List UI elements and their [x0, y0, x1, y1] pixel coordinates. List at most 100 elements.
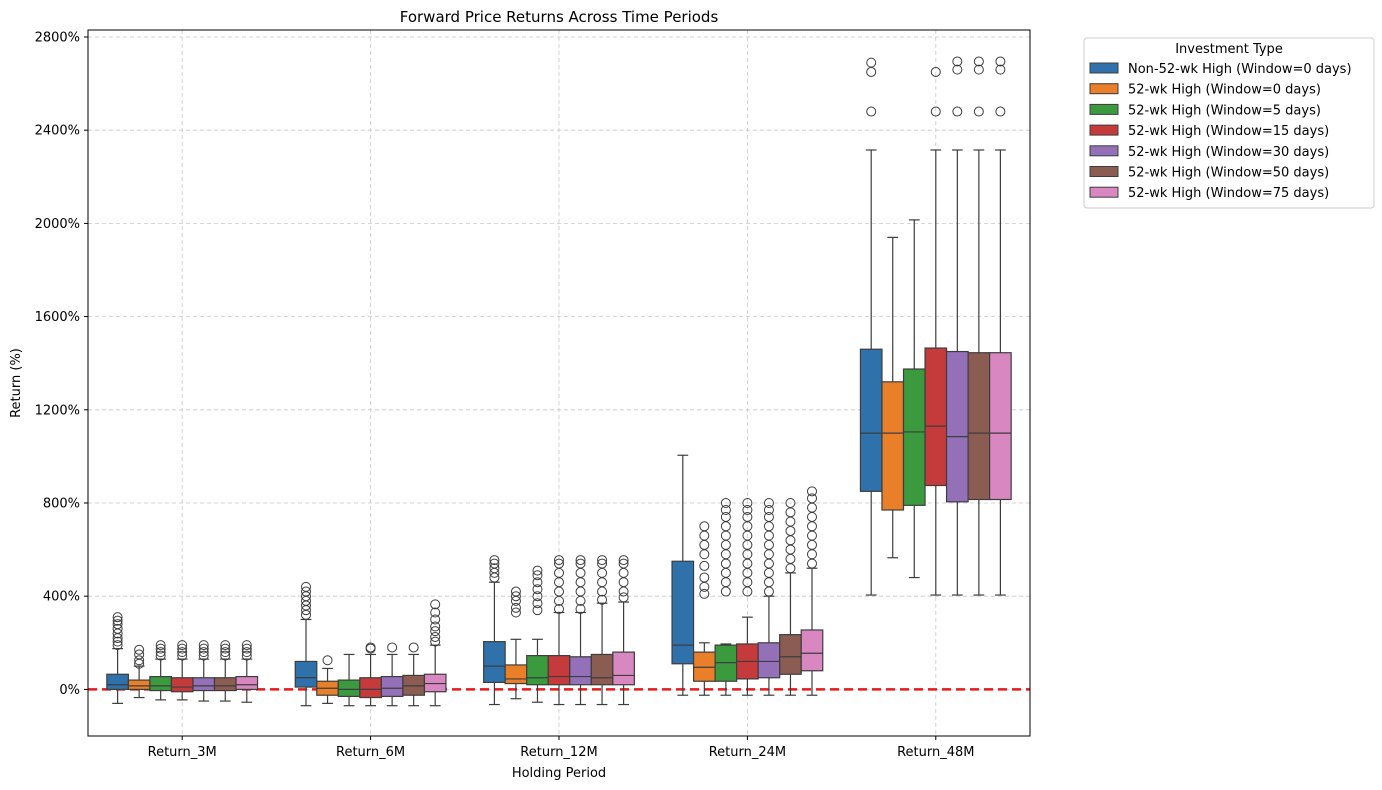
box-body [945, 350, 969, 503]
box-outlier [112, 623, 123, 634]
box-body [504, 664, 528, 685]
box-body [590, 653, 614, 686]
box-outlier [597, 577, 608, 588]
y-tick-label: 2400% [35, 124, 80, 139]
box-body [380, 675, 404, 697]
legend-label: Non-52-wk High (Window=0 days) [1128, 62, 1352, 77]
legend-label: 52-wk High (Window=75 days) [1128, 186, 1329, 201]
box-outlier [618, 577, 629, 588]
box-outlier [241, 650, 252, 661]
legend-swatch [1089, 166, 1119, 177]
legend-label: 52-wk High (Window=15 days) [1128, 124, 1329, 139]
box-outlier [575, 567, 586, 578]
box-outlier [720, 521, 731, 532]
box-group [402, 642, 426, 707]
box-outlier [220, 647, 231, 658]
box-body [149, 675, 173, 692]
legend-items: Non-52-wk High (Window=0 days) 52-wk High… [1089, 62, 1352, 201]
box-outlier [720, 504, 731, 515]
box-outlier [785, 535, 796, 546]
box-body [569, 656, 592, 686]
box-outlier [995, 106, 1006, 117]
box-outlier [198, 640, 209, 651]
box-outlier [155, 650, 166, 661]
box-body [170, 677, 194, 693]
box-group [692, 521, 716, 696]
box-outlier [720, 577, 731, 588]
legend-swatch [1089, 124, 1119, 136]
box-outlier [597, 567, 608, 578]
box-outlier [866, 66, 877, 77]
box-body [967, 352, 991, 501]
box-outlier [866, 106, 877, 117]
box-outlier [241, 640, 252, 651]
legend-frame [1083, 37, 1375, 209]
box-body [881, 381, 905, 511]
box-body [671, 560, 695, 665]
x-axis-ticks: Return_3M Return_6M Return_12M Return_24M Re… [148, 736, 975, 760]
box-body [989, 352, 1012, 501]
box-outlier [220, 643, 231, 654]
box-outlier [430, 621, 441, 632]
box-body [547, 655, 571, 686]
box-outlier [489, 555, 500, 566]
box-group [800, 486, 824, 696]
box-outlier [699, 549, 710, 560]
box-outlier [241, 647, 252, 658]
box-outlier [220, 640, 231, 651]
box-outlier [155, 647, 166, 658]
box-group [569, 555, 592, 706]
box-group [902, 219, 926, 579]
box-group [423, 599, 447, 707]
box-outlier [177, 647, 188, 658]
box-group [213, 640, 237, 702]
box-outlier [785, 563, 796, 574]
box-group [316, 655, 339, 704]
box-group [881, 236, 905, 559]
box-outlier [720, 586, 731, 597]
x-axis-title: Holding Period [512, 766, 606, 781]
box-outlier [510, 586, 521, 597]
box-outlier [785, 507, 796, 518]
x-tick-label: Return_48M [897, 745, 974, 760]
y-tick-label: 2800% [35, 30, 80, 45]
box-outlier [763, 521, 774, 532]
box-outlier [806, 486, 817, 497]
box-outlier [554, 558, 564, 569]
box-outlier [365, 642, 376, 653]
box-group [757, 497, 781, 696]
box-group [504, 586, 528, 700]
box-outlier [763, 539, 774, 550]
box-outlier [742, 511, 753, 522]
box-outlier [699, 560, 710, 571]
box-outlier [532, 591, 543, 602]
box-outlier [618, 555, 629, 566]
box-body [800, 629, 824, 672]
box-outlier [995, 56, 1006, 67]
box-outlier [155, 640, 166, 651]
box-group [967, 56, 991, 596]
box-outlier [742, 497, 753, 508]
box-body [902, 368, 926, 506]
box-body [924, 347, 948, 487]
box-outlier [763, 586, 774, 597]
box-outlier [720, 558, 731, 569]
box-outlier [177, 643, 188, 654]
box-outlier [510, 607, 521, 618]
box-outlier [322, 655, 333, 666]
box-outlier [763, 511, 774, 522]
box-group [149, 640, 173, 701]
box-outlier [699, 588, 710, 599]
box-outlier [575, 604, 586, 615]
box-group [359, 642, 382, 707]
box-outlier [301, 586, 312, 597]
box-outlier [112, 615, 123, 626]
box-body [859, 348, 883, 492]
box-outlier [177, 640, 188, 651]
y-axis-title: Return (%) [9, 348, 24, 418]
box-outlier [134, 649, 145, 660]
box-outlier [430, 636, 441, 647]
box-group [106, 612, 129, 704]
box-outlier [720, 567, 731, 578]
